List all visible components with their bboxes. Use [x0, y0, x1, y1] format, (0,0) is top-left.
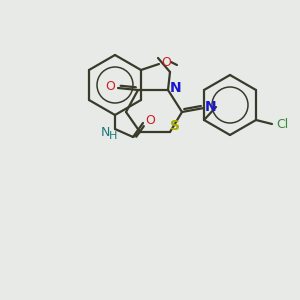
- Text: S: S: [170, 119, 180, 133]
- Text: O: O: [161, 56, 171, 68]
- Text: N: N: [170, 81, 182, 95]
- Text: H: H: [109, 131, 117, 141]
- Text: N: N: [205, 100, 217, 114]
- Text: O: O: [145, 113, 155, 127]
- Text: O: O: [105, 80, 115, 94]
- Text: N: N: [100, 125, 110, 139]
- Text: Cl: Cl: [276, 118, 288, 130]
